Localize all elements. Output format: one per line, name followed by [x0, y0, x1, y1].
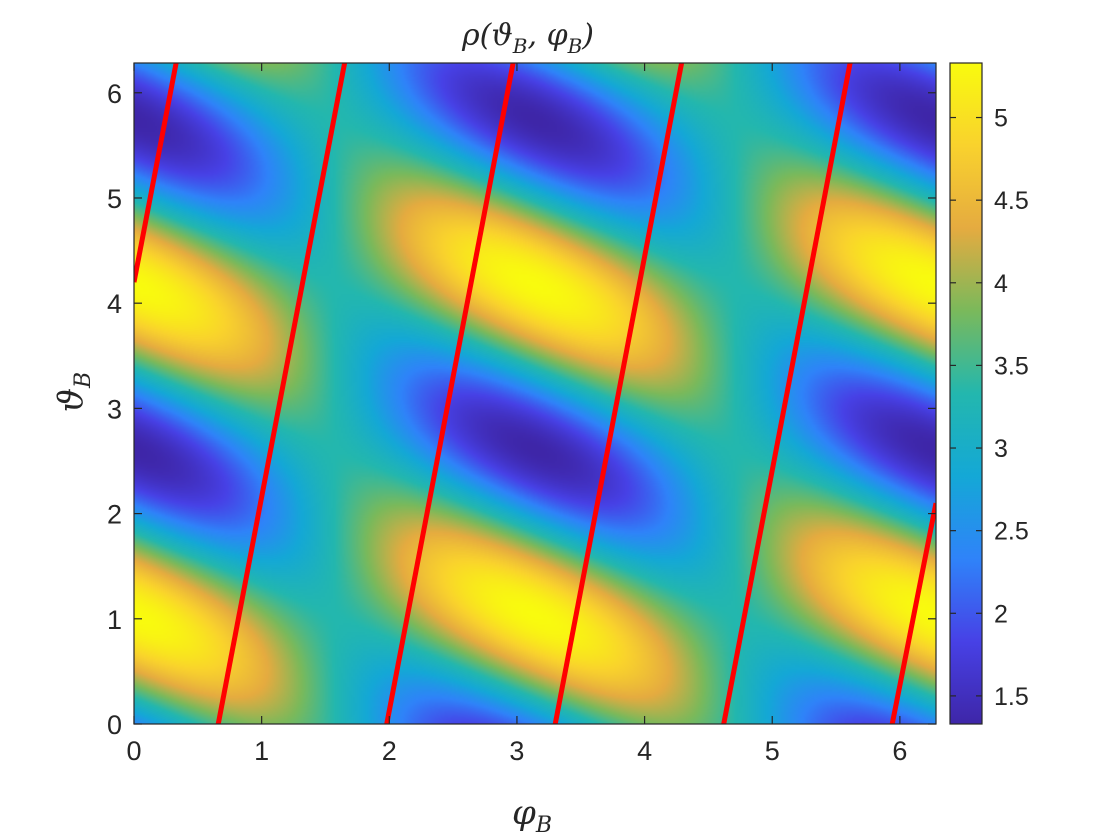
- colorbar-tick-label: 5: [994, 105, 1008, 133]
- colorbar-tick-label: 2: [994, 600, 1008, 628]
- y-tick-label: 2: [107, 500, 122, 530]
- x-tick-label: 3: [509, 736, 524, 766]
- x-axis-ticks: 0 1 2 3 4 5 6: [126, 63, 907, 766]
- colorbar-ticks: 1.5 2 2.5 3 3.5 4 4.5 5: [950, 105, 1029, 711]
- x-tick-label: 2: [382, 736, 397, 766]
- y-tick-label: 1: [107, 605, 122, 635]
- red-line-3: [384, 63, 516, 724]
- colorbar-tick-label: 4.5: [994, 187, 1029, 215]
- colorbar-tick-label: 3: [994, 435, 1008, 463]
- heatmap-surface: [134, 63, 936, 724]
- red-line-6: [889, 502, 936, 724]
- y-tick-label: 3: [107, 394, 122, 424]
- x-tick-label: 5: [765, 736, 780, 766]
- colorbar-tick-label: 3.5: [994, 352, 1029, 380]
- red-lines: [134, 63, 936, 724]
- red-line-1: [134, 63, 179, 283]
- x-tick-label: 1: [254, 736, 269, 766]
- chart-title: ρ(ϑB, φB): [461, 18, 594, 58]
- x-tick-label: 0: [126, 736, 141, 766]
- y-tick-label: 5: [107, 184, 122, 214]
- y-tick-label: 4: [107, 289, 122, 319]
- red-line-2: [215, 63, 348, 724]
- y-tick-label: 0: [107, 710, 122, 740]
- colorbar-tick-label: 4: [994, 270, 1008, 298]
- colorbar: 1.5 2 2.5 3 3.5 4 4.5 5: [949, 62, 1029, 725]
- colorbar-gradient: [950, 63, 982, 724]
- colorbar-frame: [949, 62, 983, 725]
- red-line-4: [552, 63, 685, 724]
- x-tick-label: 4: [637, 736, 652, 766]
- x-axis-label: φB: [512, 793, 552, 838]
- colorbar-tick-label: 1.5: [994, 683, 1029, 711]
- x-tick-label: 6: [892, 736, 907, 766]
- y-axis-ticks: 0 1 2 3 4 5 6: [107, 79, 936, 740]
- plot-frame: [133, 62, 937, 725]
- y-tick-label: 6: [107, 79, 122, 109]
- colorbar-tick-label: 2.5: [994, 518, 1029, 546]
- plot-area: [133, 62, 937, 725]
- red-line-5: [721, 63, 853, 724]
- y-axis-label: ϑB: [51, 372, 96, 412]
